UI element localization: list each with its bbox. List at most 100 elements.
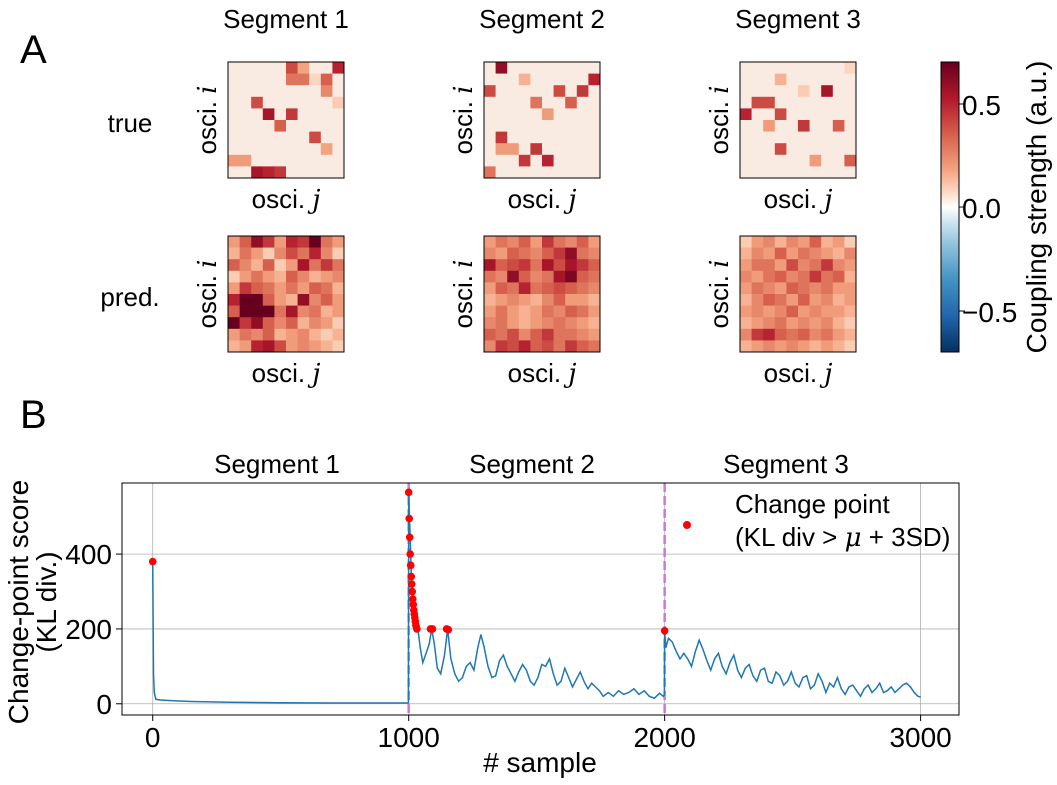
heatmap-cell — [530, 131, 543, 144]
heatmap-cell — [565, 143, 578, 156]
heatmap-cell — [774, 108, 787, 121]
heatmap-cell — [228, 294, 240, 306]
heatmap-cell — [262, 328, 275, 341]
heatmap-cell — [239, 166, 252, 179]
heatmap-cell — [821, 73, 834, 86]
heatmap-cell — [320, 154, 333, 167]
heatmap-cell — [821, 154, 834, 167]
heatmap-cell — [228, 282, 240, 295]
heatmap-cell — [844, 317, 857, 330]
heatmap-cell — [274, 236, 287, 248]
heatmap-cell — [228, 62, 240, 74]
heatmap-cell — [844, 259, 857, 272]
heatmap-cell — [832, 247, 845, 260]
heatmap-y-axis-label: osci. i — [704, 85, 735, 154]
heatmap-cell — [821, 62, 834, 74]
heatmap-cell — [751, 154, 764, 167]
heatmap-cell — [239, 120, 252, 132]
colorbar-ticklabel-neg-0-5: −0.5 — [962, 297, 1017, 328]
heatmap-cell — [530, 166, 543, 179]
heatmap-cell — [251, 108, 264, 121]
heatmap-cell — [484, 328, 496, 341]
heatmap-cell — [751, 131, 764, 144]
heatmap-cell — [297, 108, 310, 121]
heatmap-cell — [588, 154, 601, 167]
heatmap-cell — [297, 282, 310, 295]
heatmap-cell — [228, 143, 240, 156]
legend-label-line1: Change point — [735, 489, 890, 519]
heatmap-cell — [565, 236, 578, 248]
heatmap-cell — [786, 108, 799, 121]
heatmap-cell — [262, 259, 275, 272]
heatmap-cell — [553, 247, 566, 260]
heatmap-cell — [332, 143, 345, 156]
heatmap-cell — [274, 154, 287, 167]
heatmap-cell — [832, 259, 845, 272]
heatmap-cell — [484, 143, 496, 156]
heatmap-cell — [251, 247, 264, 260]
heatmap-cell — [542, 120, 554, 132]
x-tick-label: 1000 — [378, 722, 440, 753]
heatmap-cell — [262, 270, 275, 283]
heatmap-cell — [507, 259, 520, 272]
heatmap-cell — [774, 317, 787, 330]
heatmap-cell — [297, 62, 310, 74]
heatmap-cell — [576, 340, 589, 353]
heatmap-cell — [565, 247, 578, 260]
changepoint-marker — [406, 550, 415, 558]
heatmap-cell — [286, 317, 298, 330]
heatmap-cell — [786, 282, 799, 295]
heatmap-cell — [228, 270, 240, 283]
heatmap-cell — [309, 154, 322, 167]
heatmap-cell — [576, 154, 589, 167]
heatmap-cell — [309, 259, 322, 272]
heatmap-cell — [553, 85, 566, 98]
changepoint-marker — [407, 572, 416, 581]
heatmap-cell — [251, 96, 264, 109]
heatmap-cell — [262, 96, 275, 109]
heatmap-y-axis-label-var: i — [449, 85, 479, 93]
heatmap-cell — [576, 166, 589, 179]
heatmap-cell — [274, 85, 287, 98]
heatmap-cell — [251, 282, 264, 295]
heatmap-y-axis-label-var: i — [449, 259, 479, 267]
heatmap-cell — [774, 270, 787, 283]
heatmap-cell — [484, 317, 496, 330]
heatmap-cell — [262, 131, 275, 144]
heatmap-cell — [588, 131, 601, 144]
heatmap-cell — [576, 305, 589, 318]
heatmap-cell — [576, 108, 589, 121]
heatmap-cell — [565, 166, 578, 179]
heatmap-cell — [786, 317, 799, 330]
heatmap-cell — [832, 317, 845, 330]
heatmap-cell — [286, 328, 298, 341]
heatmap-cell — [239, 143, 252, 156]
colorbar-label: Coupling strength (a.u.) — [1021, 61, 1052, 354]
heatmap-cell — [821, 236, 834, 248]
heatmap-cell — [320, 259, 333, 272]
heatmap-cell — [821, 143, 834, 156]
heatmap-cell — [588, 259, 601, 272]
heatmap-cell — [274, 143, 287, 156]
heatmap-cell — [751, 305, 764, 318]
heatmap-cell — [565, 305, 578, 318]
heatmap-cell — [518, 120, 531, 132]
heatmap-cell — [507, 108, 520, 121]
heatmap-cell — [262, 294, 275, 306]
heatmap-cell — [542, 166, 554, 179]
heatmap-cell — [588, 270, 601, 283]
heatmap-true-segment-2: osci. i osci. j — [448, 61, 601, 215]
heatmap-cell — [786, 154, 799, 167]
heatmap-cell — [495, 282, 508, 295]
heatmap-cell — [832, 236, 845, 248]
heatmap-cell — [484, 282, 496, 295]
heatmap-cell — [239, 294, 252, 306]
heatmap-cell — [262, 305, 275, 318]
changepoint-marker — [405, 514, 413, 523]
heatmap-cell — [774, 62, 787, 74]
heatmap-y-axis-label: osci. i — [448, 259, 479, 328]
heatmap-cell — [740, 166, 752, 179]
heatmap-cell — [507, 247, 520, 260]
heatmap-cell — [588, 166, 601, 179]
heatmap-y-axis-label-text: osci. — [192, 94, 222, 155]
